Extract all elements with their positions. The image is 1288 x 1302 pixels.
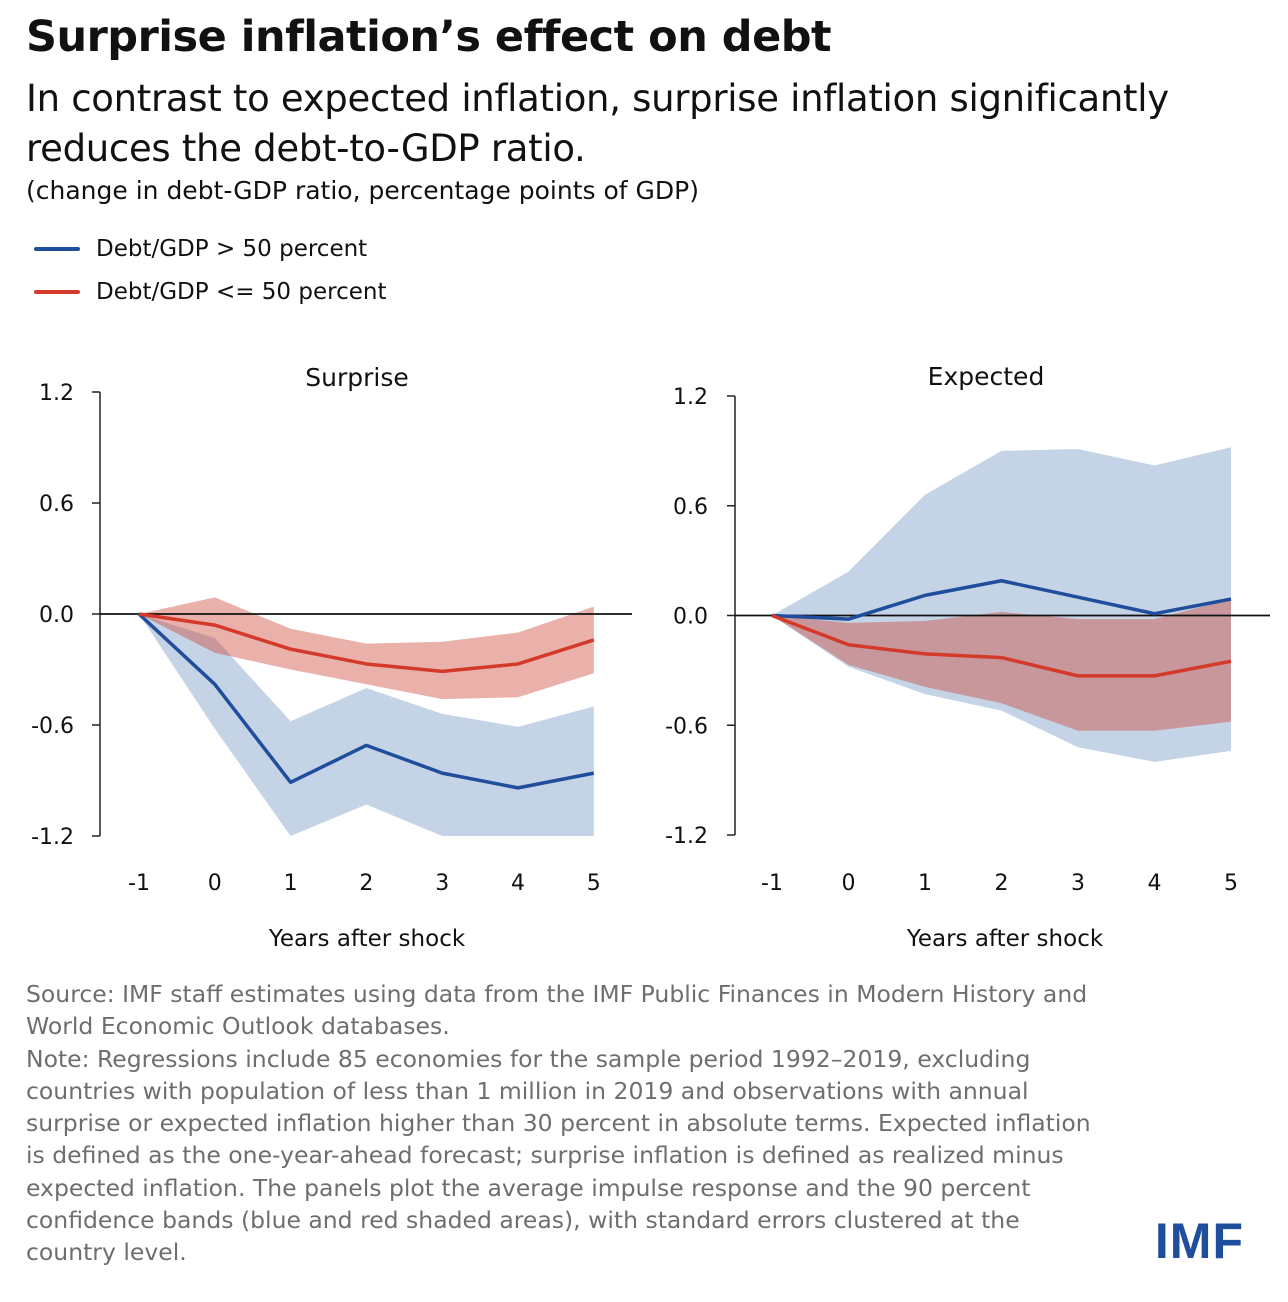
x-tick-label: 4: [1148, 871, 1162, 896]
legend-item-low-debt: Debt/GDP <= 50 percent: [34, 279, 386, 305]
confidence-band-low-debt: [139, 597, 594, 700]
x-tick-label: 3: [1071, 871, 1085, 896]
legend-label: Debt/GDP <= 50 percent: [96, 279, 387, 305]
x-tick-label: 0: [842, 871, 856, 896]
y-tick-label: -1.2: [31, 825, 74, 850]
y-tick-label: -0.6: [31, 714, 74, 739]
x-tick-label: 5: [587, 871, 601, 896]
x-tick-label: 0: [208, 871, 222, 896]
legend-label: Debt/GDP > 50 percent: [96, 236, 368, 262]
imf-logo: IMF: [1154, 1213, 1244, 1269]
panel-title: Expected: [928, 362, 1045, 391]
x-tick-label: 2: [995, 871, 1009, 896]
x-tick-label: 4: [511, 871, 525, 896]
x-tick-label: 1: [284, 871, 298, 896]
confidence-band-high-debt: [772, 447, 1231, 762]
x-tick-label: -1: [128, 871, 150, 896]
panel-title: Surprise: [305, 363, 409, 392]
x-tick-label: 1: [918, 871, 932, 896]
y-tick-label: 0.0: [673, 605, 708, 630]
confidence-band-low-debt: [772, 599, 1231, 731]
y-tick-label: -0.6: [665, 714, 708, 739]
y-tick-label: 0.0: [39, 603, 74, 628]
panel-expected: 1.2 0.6 0.0 -0.6 -1.2 -1 0 1 2 3 4 5 Years after sho…: [665, 362, 1270, 952]
x-tick-label: 2: [359, 871, 373, 896]
y-tick-label: 1.2: [673, 385, 708, 410]
source-note: Source: IMF staff estimates using data f…: [26, 980, 1088, 1041]
y-tick-label: 1.2: [39, 381, 74, 406]
legend-item-high-debt: Debt/GDP > 50 percent: [34, 236, 367, 262]
units-label: (change in debt-GDP ratio, percentage po…: [26, 176, 699, 205]
x-axis-title: Years after shock: [906, 926, 1104, 952]
panel-surprise: 1.2 0.6 0.0 -0.6 -1.2 -1 0 1 2 3 4 5 Years after sho…: [31, 363, 632, 952]
y-tick-label: 0.6: [39, 492, 74, 517]
x-tick-label: 5: [1224, 871, 1238, 896]
y-tick-label: 0.6: [673, 495, 708, 520]
legend-swatch-blue: [34, 247, 80, 251]
legend-swatch-red: [34, 290, 80, 294]
x-tick-label: -1: [761, 871, 783, 896]
x-axis-title: Years after shock: [268, 926, 466, 952]
y-tick-label: -1.2: [665, 824, 708, 849]
notes: Source: IMF staff estimates using data f…: [26, 978, 1106, 1269]
x-tick-label: 3: [435, 871, 449, 896]
methodology-note: Note: Regressions include 85 economies f…: [26, 1044, 1091, 1267]
chart-title: Surprise inflation’s effect on debt: [26, 12, 832, 62]
chart-subtitle: In contrast to expected inflation, surpr…: [26, 77, 1169, 170]
